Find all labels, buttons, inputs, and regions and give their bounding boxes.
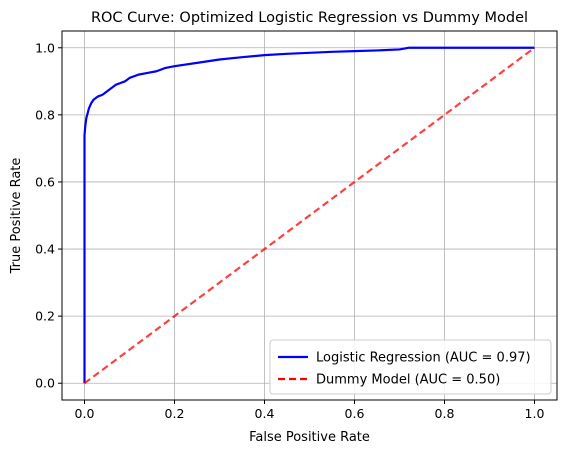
logistic-regression-curve — [83, 46, 535, 384]
legend: Logistic Regression (AUC = 0.97) Dummy M… — [269, 339, 552, 395]
x-tick-label: 0.8 — [435, 406, 455, 421]
series-layer — [83, 46, 536, 385]
y-tick-label: 1.0 — [35, 40, 55, 55]
y-tick-label: 0.8 — [35, 107, 55, 122]
plot-frame — [61, 30, 558, 401]
x-tick-label: 0.6 — [345, 406, 365, 421]
legend-entry-dummy-model: Dummy Model (AUC = 0.50) — [316, 373, 500, 388]
x-tick-label: 1.0 — [525, 406, 545, 421]
x-axis-label: False Positive Rate — [249, 430, 370, 445]
y-tick-label: 0.0 — [35, 376, 55, 391]
y-axis-label: True Positive Rate — [9, 158, 24, 275]
x-tick-label: 0.4 — [255, 406, 275, 421]
y-tick-label: 0.2 — [35, 309, 55, 324]
legend-box — [269, 339, 552, 395]
legend-entry-logistic-regression: Logistic Regression (AUC = 0.97) — [316, 351, 531, 366]
y-tick-label: 0.4 — [35, 242, 55, 257]
grid — [62, 31, 557, 400]
y-axis-ticks: 0.0 0.2 0.4 0.6 0.8 1.0 — [35, 40, 62, 391]
x-tick-label: 0.2 — [165, 406, 185, 421]
dummy-model-line — [83, 46, 536, 385]
x-tick-label: 0.0 — [75, 406, 95, 421]
chart-title: ROC Curve: Optimized Logistic Regression… — [91, 10, 528, 26]
y-tick-label: 0.6 — [35, 174, 55, 189]
x-axis-ticks: 0.0 0.2 0.4 0.6 0.8 1.0 — [75, 400, 545, 421]
